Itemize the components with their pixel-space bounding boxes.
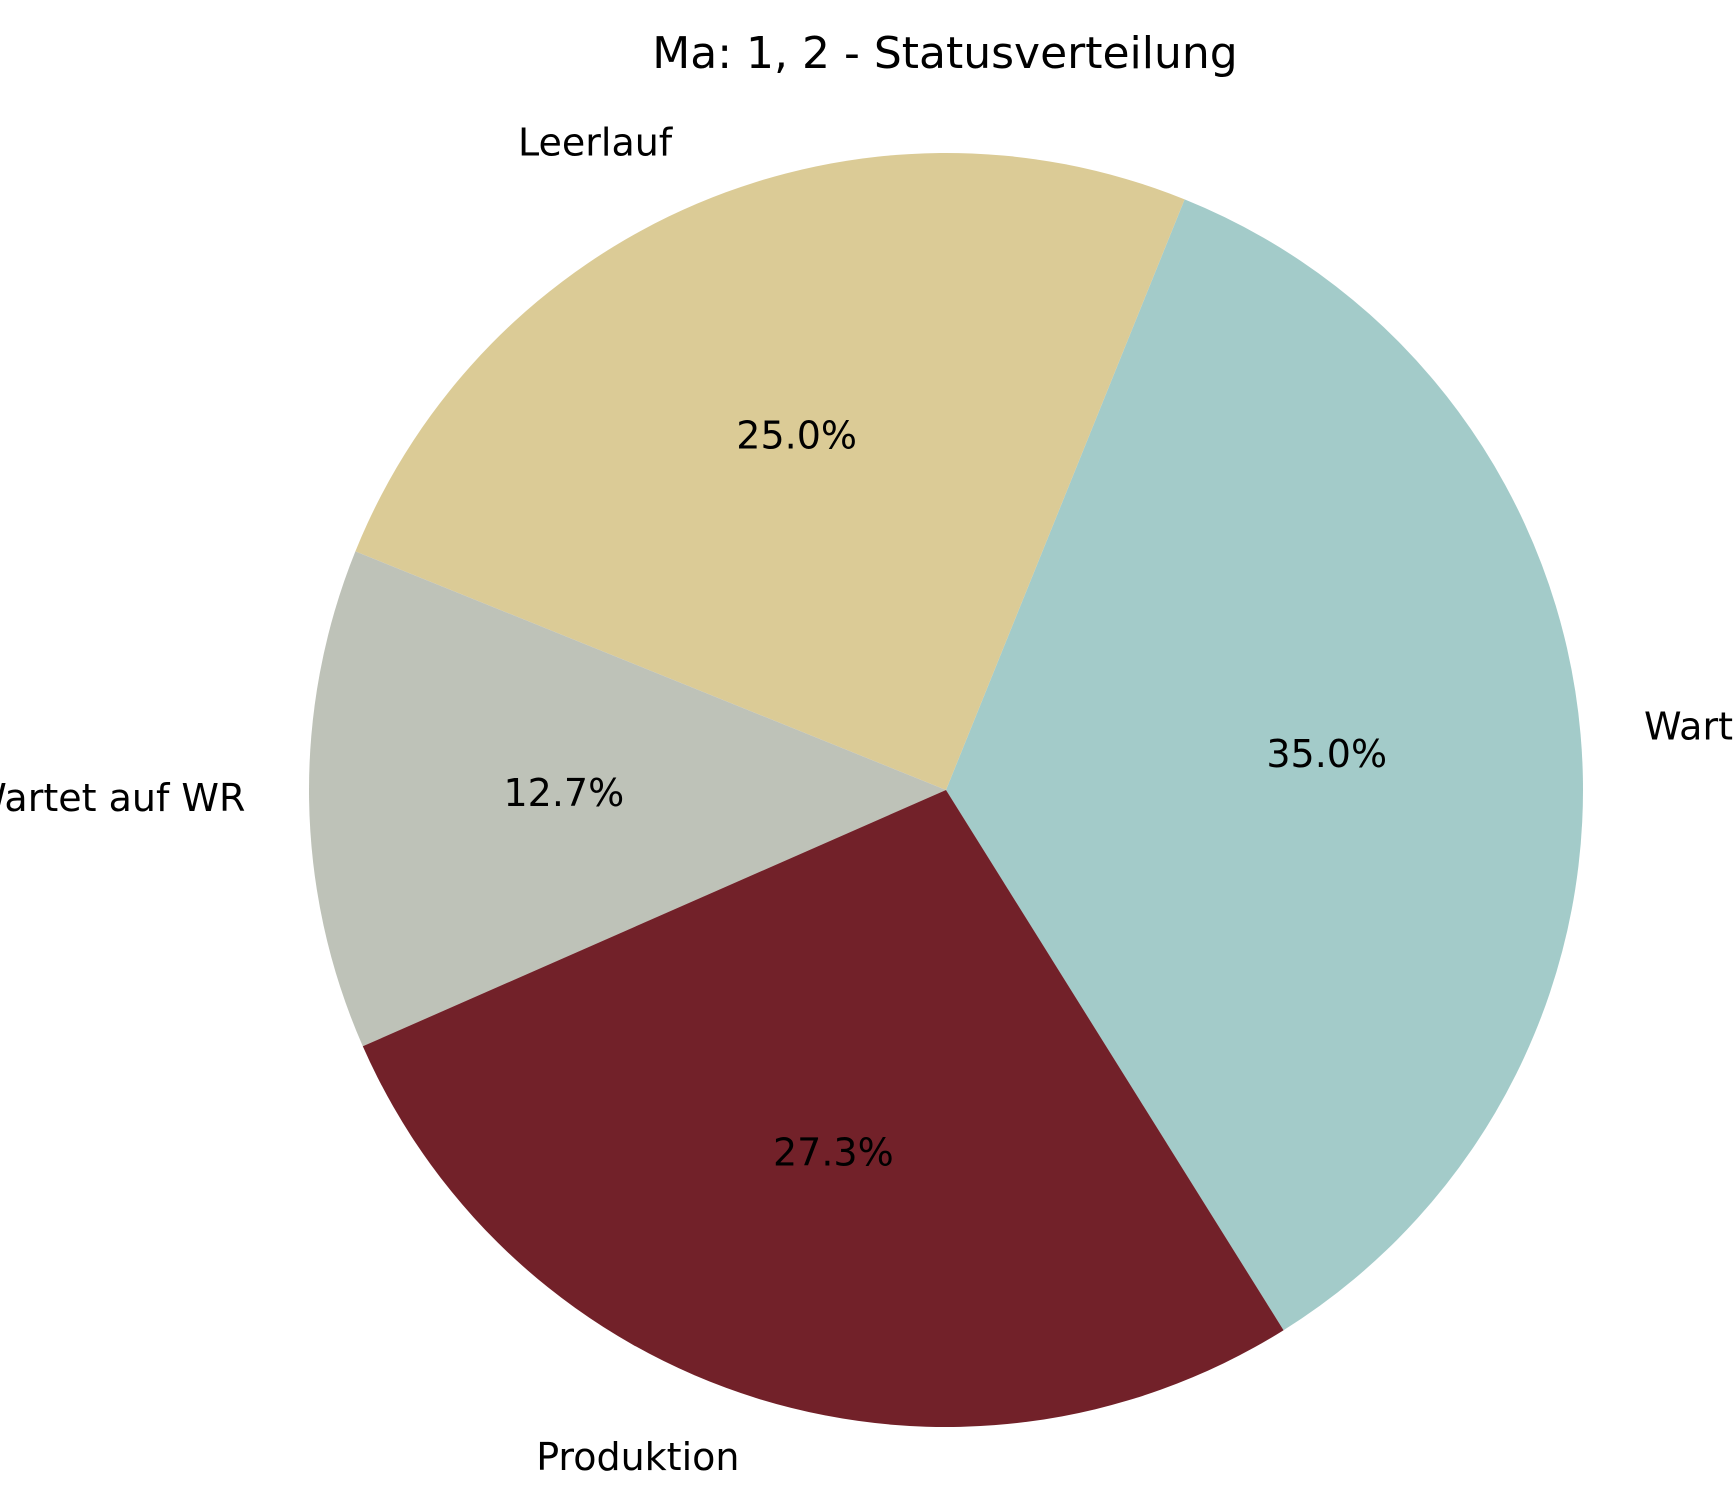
pie-slices [309,152,1584,1427]
slice-label-leerlauf: Leerlauf [518,121,674,165]
pct-label-wartet-auf-wr: 12.7% [503,771,624,815]
pct-label-wartet-auf-material: 35.0% [1266,732,1387,776]
pct-label-produktion: 27.3% [773,1131,894,1175]
pie-slice-leerlauf [355,152,1185,790]
pie-labels: Wartet auf Material 35.0% Leerlauf 25.0% War… [0,121,1733,1480]
chart-title: Ma: 1, 2 - Statusverteilung [652,28,1237,79]
pie-slice-wartet-auf-material [946,199,1584,1331]
slice-label-wartet-auf-material: Wartet auf Material [1644,704,1733,748]
pie-slice-produktion [362,790,1284,1427]
pct-label-leerlauf: 25.0% [736,414,857,458]
pie-slice-wartet-auf-wr [309,551,947,1047]
slice-label-wartet-auf-wr: Wartet auf WR [0,776,245,820]
slice-label-produktion: Produktion [536,1435,739,1479]
